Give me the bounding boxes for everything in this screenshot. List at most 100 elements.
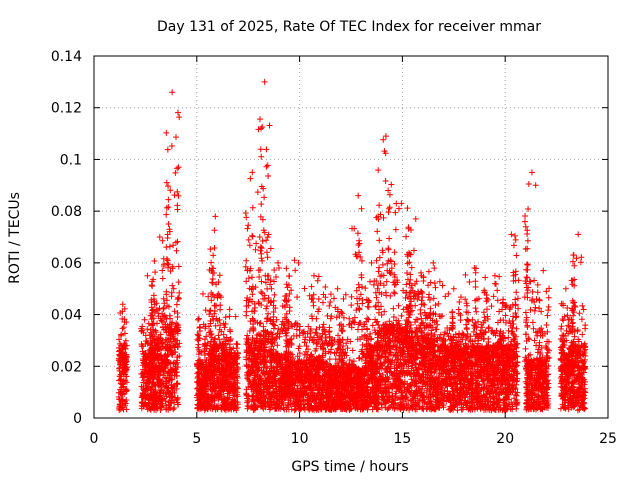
data-point	[115, 357, 122, 364]
data-point	[164, 146, 171, 153]
data-point	[174, 188, 181, 195]
data-point	[372, 303, 379, 310]
data-point	[159, 343, 166, 350]
data-point	[165, 261, 172, 268]
data-point	[144, 326, 151, 333]
data-point	[160, 323, 167, 330]
data-point	[166, 389, 173, 396]
data-point	[212, 213, 219, 220]
data-point	[245, 222, 252, 229]
data-point	[292, 406, 299, 413]
data-point	[164, 385, 171, 392]
data-point	[119, 350, 126, 357]
data-point	[122, 367, 129, 374]
data-point	[157, 347, 164, 354]
data-point	[174, 313, 181, 320]
data-point	[222, 314, 229, 321]
data-point	[174, 401, 181, 408]
data-point	[382, 289, 389, 296]
data-point	[144, 406, 151, 413]
data-point	[164, 260, 171, 267]
data-point	[121, 305, 128, 312]
data-point	[164, 375, 171, 382]
data-point	[170, 360, 177, 367]
data-point	[150, 315, 157, 322]
data-point	[159, 356, 166, 363]
data-point	[164, 346, 171, 352]
data-point	[140, 372, 147, 379]
data-point	[244, 225, 251, 232]
data-point	[207, 246, 214, 253]
data-point	[116, 396, 123, 403]
data-point	[348, 302, 355, 309]
data-point	[210, 316, 217, 323]
data-point	[115, 389, 122, 396]
data-point	[149, 321, 156, 328]
data-point	[258, 153, 265, 160]
data-point	[283, 265, 290, 272]
data-point	[119, 325, 126, 332]
data-point	[267, 245, 274, 252]
data-point	[327, 291, 334, 298]
data-point	[169, 376, 176, 383]
data-point	[271, 291, 278, 298]
data-point	[142, 382, 149, 389]
data-point	[244, 332, 251, 339]
data-point	[393, 200, 400, 207]
data-point	[164, 352, 171, 359]
data-point	[385, 246, 392, 253]
data-point	[334, 285, 341, 292]
data-point	[386, 204, 393, 211]
data-point	[391, 289, 398, 296]
data-point	[216, 272, 223, 279]
data-point	[322, 284, 329, 291]
data-point	[171, 343, 178, 350]
data-point	[310, 272, 317, 279]
data-point	[209, 279, 216, 286]
data-point	[208, 297, 215, 304]
data-point	[170, 342, 177, 349]
data-point	[165, 220, 172, 227]
data-point	[173, 247, 180, 254]
data-point	[255, 267, 262, 274]
data-point	[153, 364, 160, 371]
data-point	[138, 399, 145, 406]
data-point	[173, 326, 180, 333]
data-point	[150, 276, 157, 283]
data-point	[176, 352, 183, 359]
data-point	[152, 327, 159, 334]
data-point	[165, 385, 172, 392]
data-point	[392, 226, 399, 233]
data-point	[171, 368, 178, 375]
grid-lines	[94, 56, 608, 418]
data-point	[355, 355, 362, 362]
data-point	[168, 143, 175, 150]
data-point	[149, 363, 156, 370]
data-point	[243, 257, 250, 264]
data-point	[172, 369, 179, 376]
data-point	[168, 293, 175, 300]
data-point	[249, 274, 256, 281]
data-point	[169, 328, 176, 335]
data-point	[151, 368, 158, 375]
data-point	[166, 228, 173, 235]
data-point	[169, 393, 176, 400]
data-point	[117, 361, 124, 368]
data-point	[164, 235, 171, 242]
data-point	[199, 290, 206, 297]
data-point	[211, 245, 218, 252]
data-point	[163, 244, 170, 251]
data-point	[150, 306, 157, 313]
data-point	[257, 146, 264, 153]
data-point	[265, 172, 272, 179]
data-point	[172, 363, 179, 370]
data-point	[165, 183, 172, 190]
data-point	[160, 372, 167, 379]
data-point	[382, 133, 389, 140]
data-point	[398, 312, 405, 319]
data-point	[233, 340, 240, 347]
data-point	[141, 366, 148, 373]
data-point	[150, 374, 157, 381]
data-point	[120, 348, 127, 355]
data-point	[252, 246, 259, 253]
